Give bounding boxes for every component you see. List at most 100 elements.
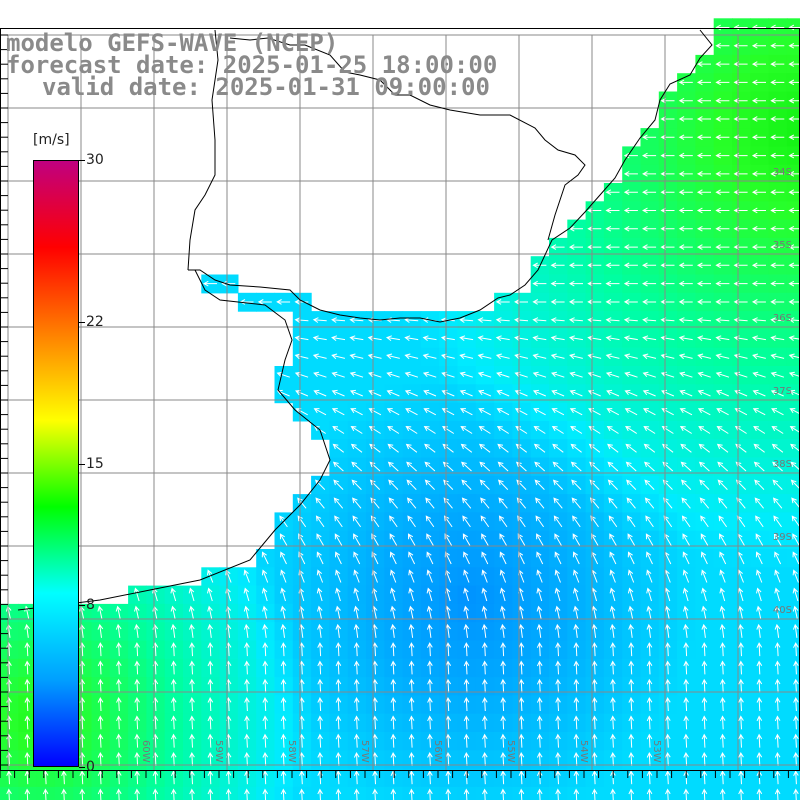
wind-arrow <box>477 317 492 323</box>
wind-arrow <box>481 551 489 565</box>
wind-arrow <box>738 733 744 748</box>
wind-arrow <box>262 605 268 620</box>
wind-arrow <box>646 605 652 620</box>
wind-arrow <box>792 551 800 565</box>
wind-cell <box>786 384 800 404</box>
wind-arrow <box>788 24 800 31</box>
wind-arrow <box>536 678 543 693</box>
wind-arrow <box>792 533 800 546</box>
wind-arrow <box>751 299 766 305</box>
wind-arrow <box>389 533 398 546</box>
wind-arrow <box>408 697 415 712</box>
wind-arrow <box>625 461 637 472</box>
colorbar-tick-label: 8 <box>86 597 95 614</box>
wind-arrow <box>262 678 269 693</box>
wind-arrow <box>683 733 689 748</box>
wind-arrow <box>482 697 488 712</box>
wind-arrow <box>665 715 671 730</box>
wind-cell <box>786 347 800 367</box>
wind-arrow <box>459 335 474 341</box>
wind-arrow <box>554 605 561 620</box>
wind-arrow <box>244 678 250 693</box>
wind-arrow <box>463 551 470 565</box>
wind-arrow <box>623 171 638 177</box>
wind-arrow <box>628 751 635 766</box>
wind-arrow <box>244 660 250 675</box>
wind-arrow <box>701 788 708 800</box>
wind-arrow <box>679 408 693 416</box>
wind-arrow <box>774 569 781 583</box>
wind-arrow <box>701 770 708 785</box>
wind-cell <box>786 640 800 660</box>
wind-arrow <box>646 715 653 730</box>
wind-arrow <box>770 189 785 195</box>
wind-arrow <box>698 426 711 434</box>
wind-arrow <box>313 408 327 416</box>
wind-arrow <box>628 623 634 638</box>
wind-arrow <box>536 751 543 766</box>
wind-arrow <box>134 751 140 766</box>
wind-arrow <box>422 353 437 360</box>
wind-arrows <box>5 24 800 800</box>
wind-arrow <box>661 408 674 416</box>
wind-arrow <box>717 461 729 472</box>
wind-arrow <box>367 317 382 323</box>
wind-arrow <box>97 623 104 638</box>
wind-arrow <box>387 426 400 434</box>
wind-arrow <box>189 733 195 748</box>
wind-arrow <box>370 497 380 509</box>
wind-arrow <box>24 733 31 748</box>
wind-arrow <box>315 515 325 528</box>
wind-arrow <box>715 189 730 195</box>
wind-arrow <box>478 408 491 416</box>
coastline <box>17 29 713 611</box>
wind-arrow <box>426 587 433 602</box>
wind-arrow <box>660 262 675 269</box>
wind-arrow <box>573 697 580 712</box>
wind-arrow <box>369 461 381 472</box>
wind-arrow <box>756 642 763 657</box>
wind-arrow <box>683 751 689 766</box>
wind-arrow <box>756 751 763 766</box>
wind-arrow <box>207 697 214 712</box>
wind-arrow <box>207 587 213 602</box>
wind-arrow <box>719 660 726 675</box>
wind-arrow <box>772 479 783 490</box>
wind-arrow <box>532 299 547 305</box>
wind-arrow <box>698 461 710 472</box>
wind-arrow <box>335 623 342 638</box>
wind-arrow <box>591 770 598 785</box>
wind-arrow <box>678 280 693 287</box>
wind-arrow <box>628 660 635 675</box>
wind-arrow <box>697 408 711 416</box>
wind-arrow <box>425 515 435 528</box>
wind-arrow <box>350 408 363 416</box>
wind-arrow <box>189 770 195 785</box>
wind-arrow <box>555 642 561 657</box>
wind-arrow <box>591 733 598 748</box>
wind-arrow <box>335 751 342 766</box>
wind-arrow <box>24 623 30 638</box>
wind-arrow <box>774 605 781 620</box>
wind-arrow <box>24 788 31 800</box>
wind-arrow <box>536 788 543 800</box>
wind-arrow <box>500 770 506 785</box>
wind-arrow <box>499 551 507 565</box>
wind-arrow <box>536 660 543 675</box>
wind-arrow <box>335 788 342 800</box>
wind-arrow <box>353 605 360 620</box>
wind-arrow <box>79 770 86 785</box>
wind-arrow <box>793 733 799 748</box>
wind-arrow <box>718 515 728 528</box>
wind-arrow <box>572 551 580 565</box>
wind-arrow <box>276 371 290 378</box>
wind-arrow <box>97 751 104 766</box>
wind-arrow <box>461 497 472 509</box>
wind-arrow <box>498 515 508 528</box>
wind-arrow <box>715 244 730 250</box>
wind-arrow <box>424 461 436 472</box>
wind-arrow <box>388 497 398 509</box>
wind-arrow <box>170 788 177 800</box>
wind-arrow <box>408 751 415 766</box>
wind-arrow <box>552 443 564 453</box>
